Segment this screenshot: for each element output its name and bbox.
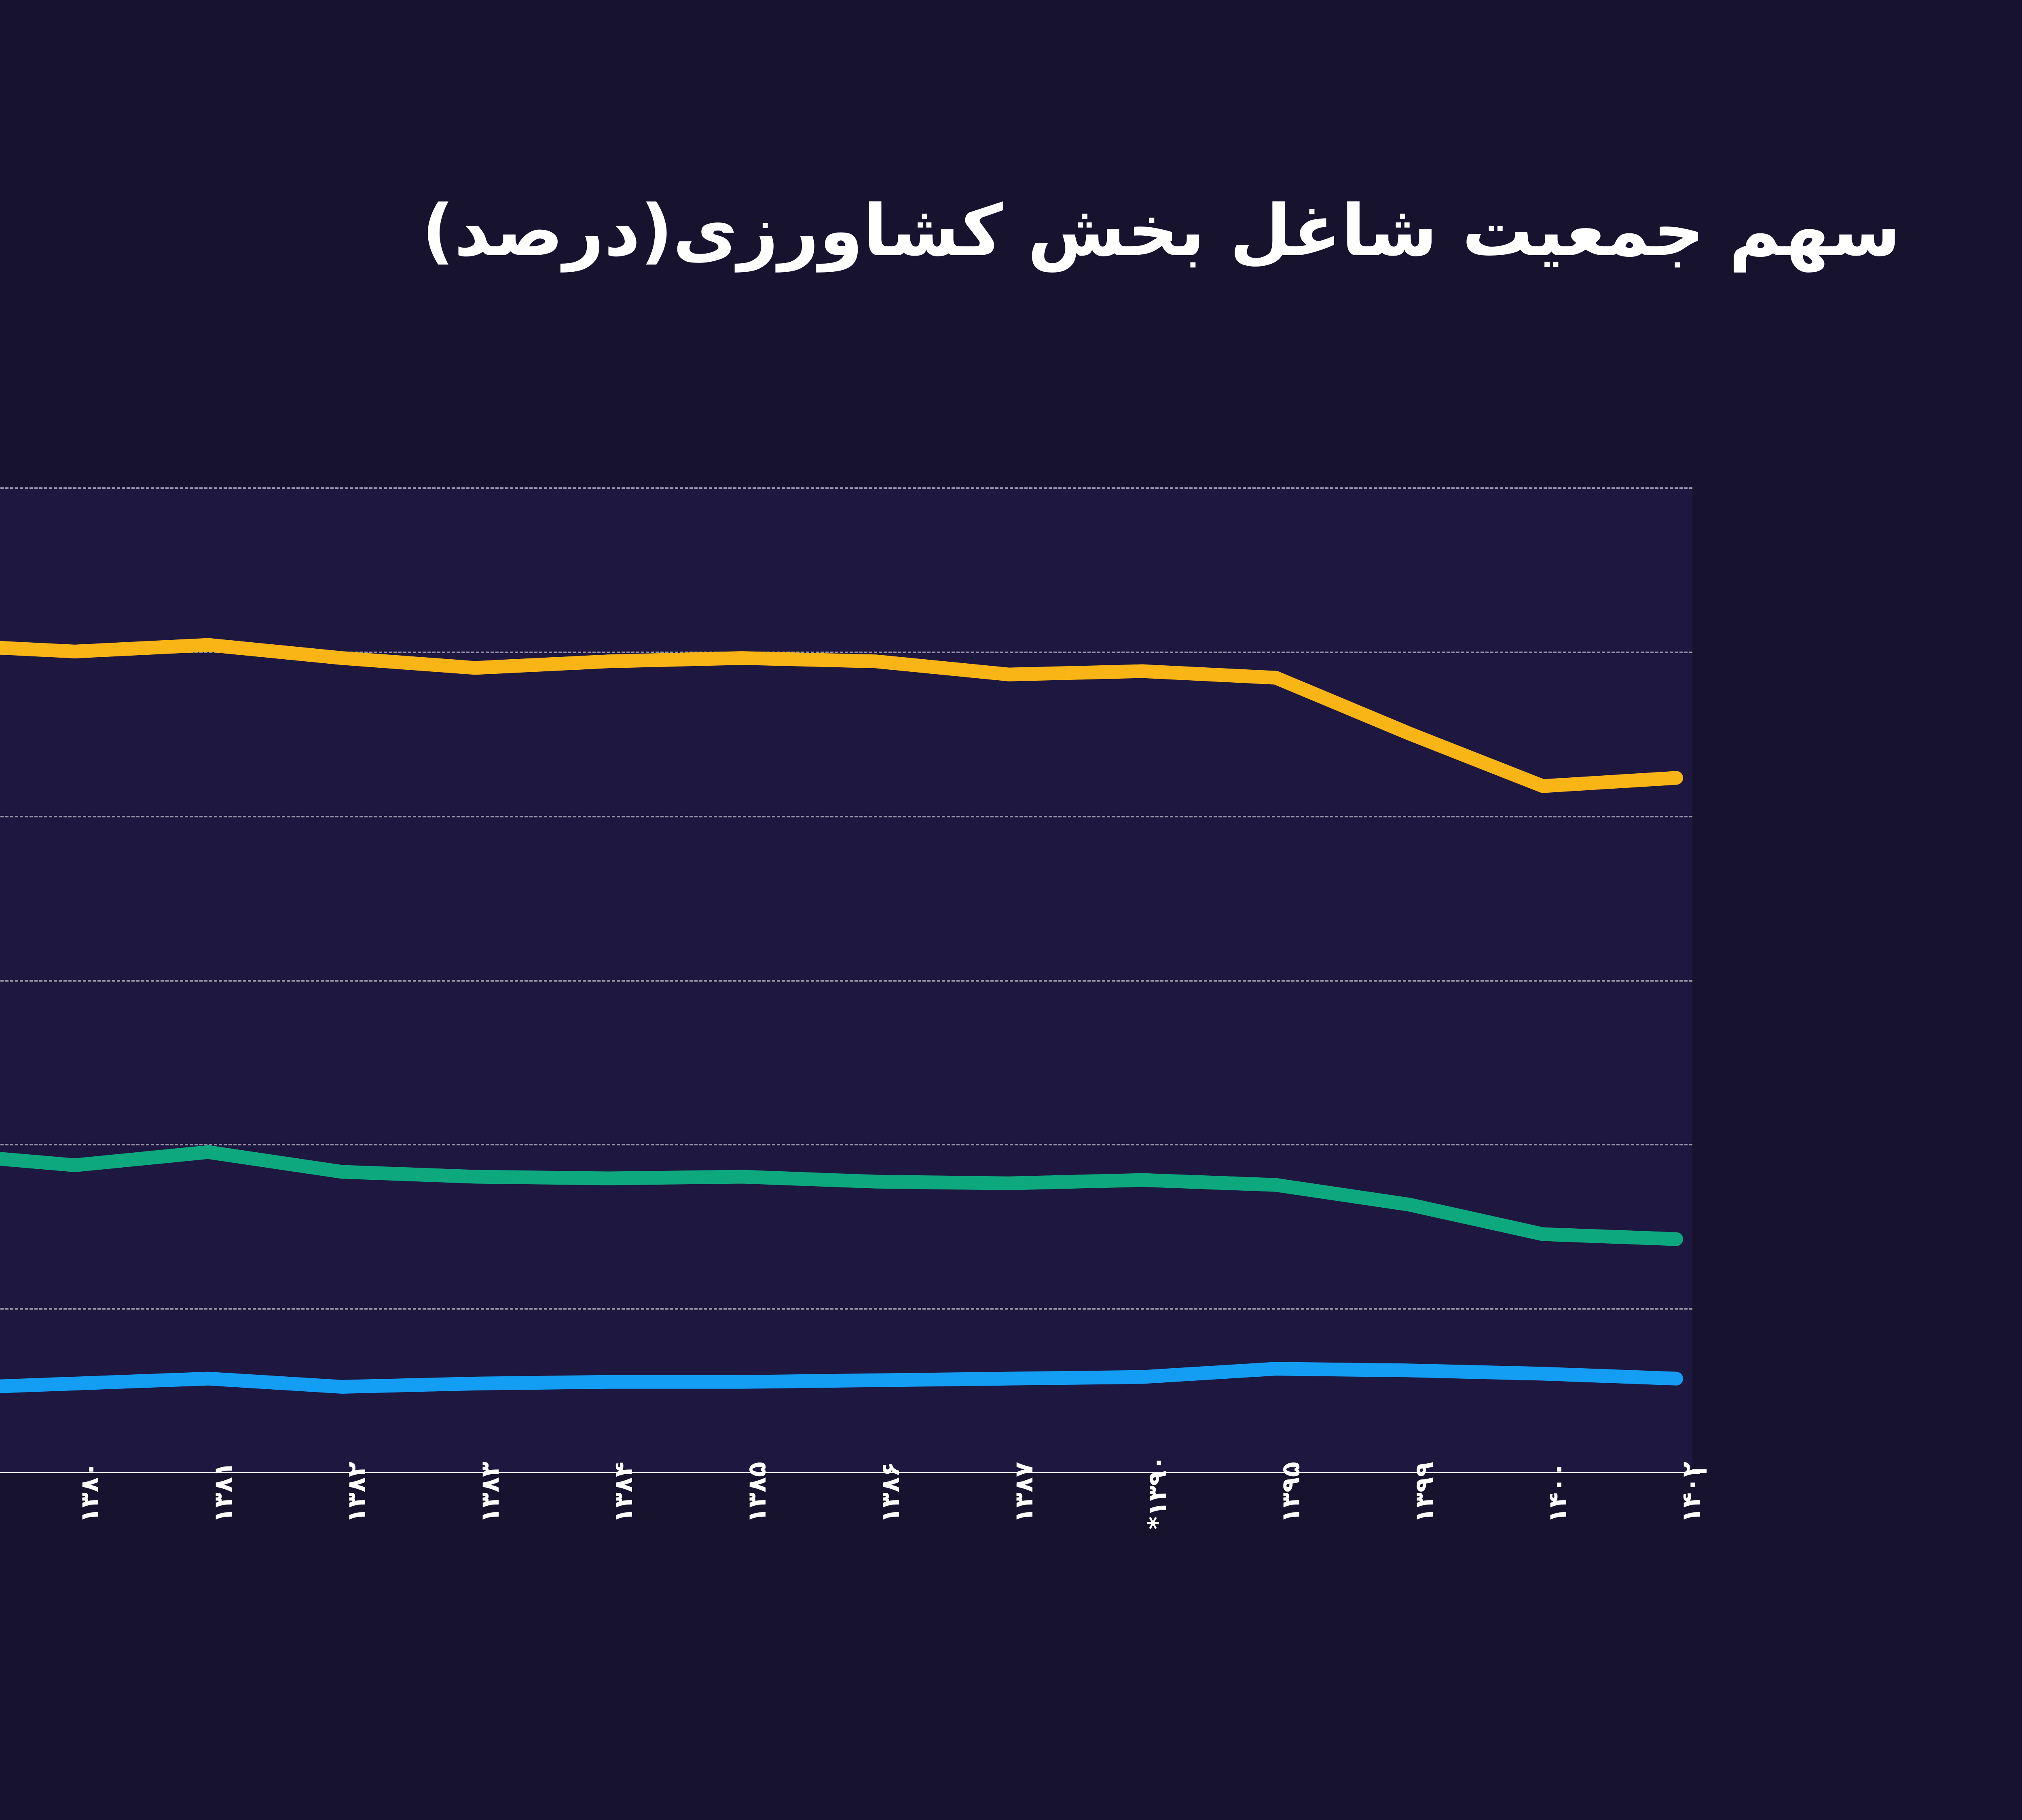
x-tick-11: ۱۳۸۵	[742, 1462, 772, 1523]
x-tick-label: ۱۳۸۵	[742, 1462, 772, 1523]
x-tick-14: ۱۳۹۰*	[1142, 1455, 1172, 1530]
chart-legend: روستاییشهریکل	[0, 404, 1698, 439]
series-lines	[0, 638, 1683, 1394]
x-tick-8: ۱۳۸۲	[342, 1462, 371, 1523]
gridline-10	[0, 1308, 1692, 1310]
x-tick-label: ۱۴۰۲	[1676, 1462, 1706, 1523]
x-tick-16: ۱۳۹۹	[1409, 1462, 1439, 1523]
x-tick-17: ۱۴۰۰	[1543, 1462, 1572, 1523]
x-tick-6: ۱۳۸۰	[75, 1462, 104, 1523]
x-tick-label: ۱۳۹۵	[1276, 1462, 1305, 1523]
series-line-روستایی	[0, 638, 1683, 793]
x-tick-label: ۱۳۹۹	[1409, 1462, 1439, 1523]
gridline-50	[0, 651, 1692, 653]
x-tick-10: ۱۳۸۴	[609, 1462, 638, 1523]
x-tick-label: ۱۳۸۰	[75, 1462, 104, 1523]
gridline-30	[0, 980, 1692, 982]
series-line-کل	[0, 1145, 1683, 1246]
x-tick-label: ۱۳۸۱	[208, 1462, 238, 1523]
x-axis-tick-labels: ۱۳۷۴۱۳۷۵۱۳۷۶۱۳۷۷۱۳۷۸۱۳۷۹۱۳۸۰۱۳۸۱۱۳۸۲۱۳۸۳…	[0, 1455, 1706, 1654]
x-tick-label: ۱۳۸۴	[609, 1462, 638, 1523]
gridline-40	[0, 815, 1692, 817]
x-tick-15: ۱۳۹۵	[1276, 1462, 1305, 1523]
x-tick-13: ۱۳۸۷	[1009, 1462, 1038, 1523]
x-tick-label: ۱۴۰۰	[1543, 1462, 1572, 1523]
x-tick-label: ۱۳۸۶	[876, 1462, 905, 1523]
x-tick-label: ۱۳۸۲	[342, 1462, 371, 1523]
x-tick-label: ۱۳۸۷	[1009, 1462, 1038, 1523]
series-line-شهری	[0, 1362, 1683, 1394]
plot-area	[0, 487, 1692, 1472]
gridline-20	[0, 1144, 1692, 1146]
gridline-60	[0, 487, 1692, 489]
page-title: سهم جمعیت شاغل بخش کشاورزی(درصد)	[421, 190, 1901, 272]
x-tick-label: ۱۳۹۰*	[1142, 1455, 1172, 1530]
x-tick-9: ۱۳۸۳	[475, 1462, 505, 1523]
x-tick-18: ۱۴۰۲	[1676, 1462, 1706, 1523]
x-tick-12: ۱۳۸۶	[876, 1462, 905, 1523]
x-tick-label: ۱۳۸۳	[475, 1462, 505, 1523]
x-tick-7: ۱۳۸۱	[208, 1462, 238, 1523]
